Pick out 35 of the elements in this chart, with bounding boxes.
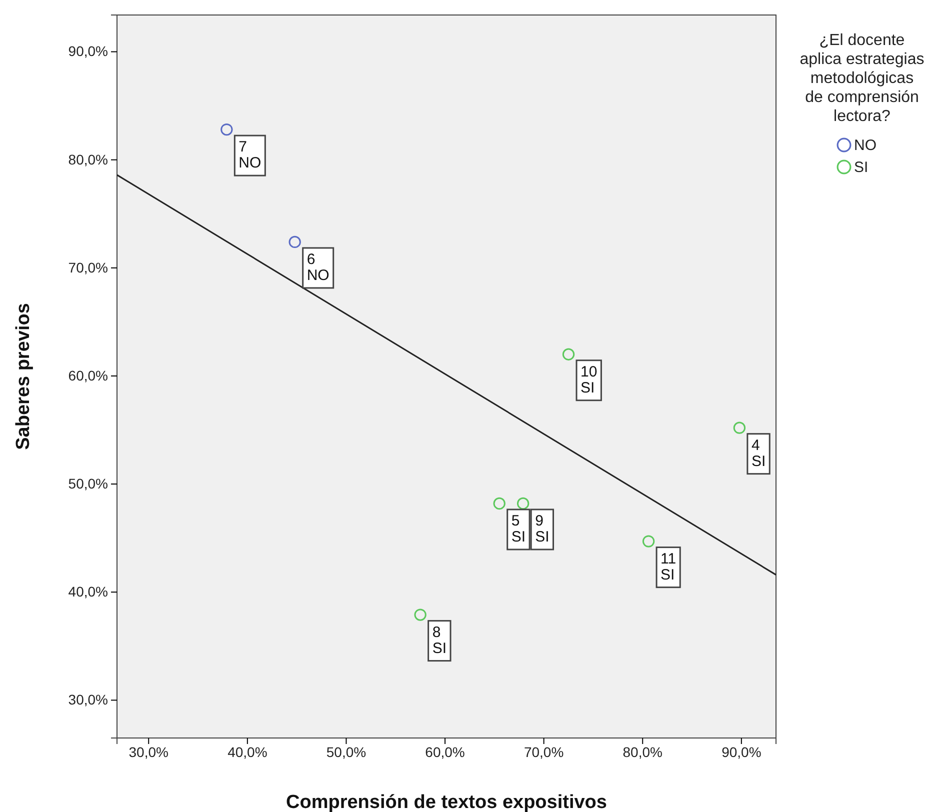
- y-tick-label: 50,0%: [68, 476, 108, 492]
- point: [220, 123, 233, 136]
- x-tick-label: 80,0%: [622, 744, 662, 760]
- x-tick-label: 40,0%: [228, 744, 268, 760]
- x-tick-label: 60,0%: [425, 744, 465, 760]
- y-axis-title: Saberes previos: [13, 303, 34, 450]
- point: [562, 348, 575, 360]
- annotation: 10 SI: [580, 363, 598, 396]
- y-tick-label: 30,0%: [68, 692, 108, 708]
- y-tick-label: 40,0%: [68, 584, 108, 600]
- y-tick-label: 80,0%: [68, 151, 108, 168]
- x-tick-label: 30,0%: [128, 744, 168, 760]
- point: [414, 608, 426, 621]
- point: [493, 497, 506, 510]
- annotation: 6 NO: [306, 250, 330, 284]
- x-tick-label: 90,0%: [722, 744, 762, 760]
- annotation: 5 SI: [511, 512, 526, 546]
- y-tick-label: 90,0%: [68, 43, 108, 60]
- annotation: 8 SI: [432, 624, 447, 657]
- legend-label: SI: [854, 159, 868, 176]
- x-tick-label: 70,0%: [524, 744, 564, 760]
- point: [516, 497, 530, 510]
- point: [288, 236, 301, 248]
- annotation: 11 SI: [660, 550, 676, 584]
- y-tick-label: 60,0%: [68, 367, 108, 384]
- point: [733, 422, 746, 434]
- x-axis-title: Comprensión de textos expositivos: [286, 792, 607, 812]
- legend-title: ¿El docente aplica estrategias metodológicas de comprensión lectora?: [800, 32, 924, 125]
- annotation: 4 SI: [751, 436, 766, 470]
- point: [642, 535, 655, 548]
- y-tick-label: 70,0%: [68, 259, 108, 276]
- annotation: 9 SI: [535, 512, 550, 546]
- legend-label: NO: [854, 137, 876, 154]
- x-tick-label: 50,0%: [326, 744, 366, 760]
- annotation: 7 NO: [238, 138, 262, 172]
